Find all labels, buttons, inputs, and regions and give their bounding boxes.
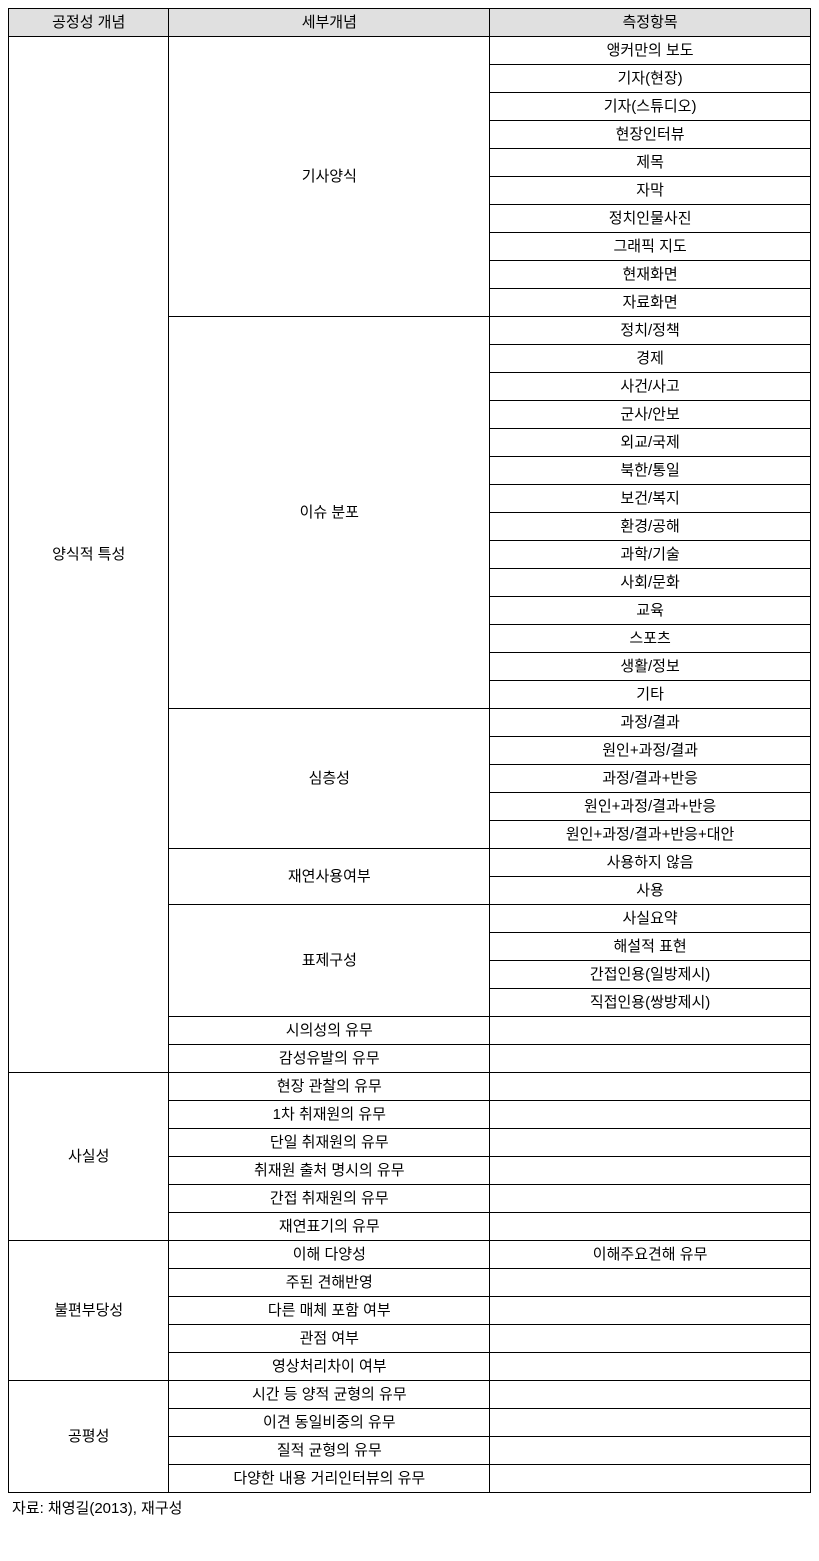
cell-item: 환경/공해 bbox=[490, 513, 811, 541]
cell-item: 자막 bbox=[490, 177, 811, 205]
cell-sub: 이해 다양성 bbox=[169, 1241, 490, 1269]
cell-item: 생활/정보 bbox=[490, 653, 811, 681]
cell-item: 앵커만의 보도 bbox=[490, 37, 811, 65]
cell-item: 기자(현장) bbox=[490, 65, 811, 93]
cell-item: 그래픽 지도 bbox=[490, 233, 811, 261]
cell-item: 보건/복지 bbox=[490, 485, 811, 513]
cell-item: 경제 bbox=[490, 345, 811, 373]
cell-emotion-label: 감성유발의 유무 bbox=[169, 1045, 490, 1073]
cell-item: 정치인물사진 bbox=[490, 205, 811, 233]
cell-empty bbox=[490, 1073, 811, 1101]
cell-item: 사용 bbox=[490, 877, 811, 905]
fairness-criteria-table: 공정성 개념 세부개념 측정항목 양식적 특성 기사양식 앵커만의 보도 기자(… bbox=[8, 8, 811, 1493]
table-header-row: 공정성 개념 세부개념 측정항목 bbox=[9, 9, 811, 37]
cell-empty bbox=[490, 1017, 811, 1045]
cell-item: 사건/사고 bbox=[490, 373, 811, 401]
cell-item: 해설적 표현 bbox=[490, 933, 811, 961]
cell-sub: 간접 취재원의 유무 bbox=[169, 1185, 490, 1213]
cell-item: 과학/기술 bbox=[490, 541, 811, 569]
cell-item: 원인+과정/결과+반응+대안 bbox=[490, 821, 811, 849]
cell-sub: 다양한 내용 거리인터뷰의 유무 bbox=[169, 1465, 490, 1493]
cell-sub: 단일 취재원의 유무 bbox=[169, 1129, 490, 1157]
cell-sub: 다른 매체 포함 여부 bbox=[169, 1297, 490, 1325]
cell-item: 원인+과정/결과 bbox=[490, 737, 811, 765]
cell-empty bbox=[490, 1101, 811, 1129]
cell-sub: 관점 여부 bbox=[169, 1325, 490, 1353]
cell-sub: 취재원 출처 명시의 유무 bbox=[169, 1157, 490, 1185]
cell-empty bbox=[490, 1437, 811, 1465]
cell-empty bbox=[490, 1129, 811, 1157]
cell-empty bbox=[490, 1465, 811, 1493]
source-note: 자료: 채영길(2013), 재구성 bbox=[8, 1493, 811, 1518]
cell-empty bbox=[490, 1409, 811, 1437]
cell-sub: 1차 취재원의 유무 bbox=[169, 1101, 490, 1129]
cell-sub: 질적 균형의 유무 bbox=[169, 1437, 490, 1465]
header-col3: 측정항목 bbox=[490, 9, 811, 37]
cell-empty bbox=[490, 1185, 811, 1213]
cell-sub: 시간 등 양적 균형의 유무 bbox=[169, 1381, 490, 1409]
cell-sub: 영상처리차이 여부 bbox=[169, 1353, 490, 1381]
cell-item: 과정/결과 bbox=[490, 709, 811, 737]
cell-item: 기타 bbox=[490, 681, 811, 709]
cell-headline-label: 표제구성 bbox=[169, 905, 490, 1017]
cell-item: 사실요약 bbox=[490, 905, 811, 933]
cell-empty bbox=[490, 1297, 811, 1325]
cell-item: 외교/국제 bbox=[490, 429, 811, 457]
cell-sub: 현장 관찰의 유무 bbox=[169, 1073, 490, 1101]
cell-reenact-label: 재연사용여부 bbox=[169, 849, 490, 905]
cell-item: 교육 bbox=[490, 597, 811, 625]
cell-item: 직접인용(쌍방제시) bbox=[490, 989, 811, 1017]
cell-empty bbox=[490, 1045, 811, 1073]
cell-item: 제목 bbox=[490, 149, 811, 177]
cell-item: 이해주요견해 유무 bbox=[490, 1241, 811, 1269]
cell-item: 과정/결과+반응 bbox=[490, 765, 811, 793]
cell-empty bbox=[490, 1269, 811, 1297]
cell-item: 현재화면 bbox=[490, 261, 811, 289]
table-row: 공평성 시간 등 양적 균형의 유무 bbox=[9, 1381, 811, 1409]
cell-item: 스포츠 bbox=[490, 625, 811, 653]
table-row: 양식적 특성 기사양식 앵커만의 보도 bbox=[9, 37, 811, 65]
cell-factuality-label: 사실성 bbox=[9, 1073, 169, 1241]
cell-article-form-label: 기사양식 bbox=[169, 37, 490, 317]
header-col2: 세부개념 bbox=[169, 9, 490, 37]
table-row: 불편부당성 이해 다양성 이해주요견해 유무 bbox=[9, 1241, 811, 1269]
cell-item: 사용하지 않음 bbox=[490, 849, 811, 877]
cell-empty bbox=[490, 1381, 811, 1409]
cell-sub: 이견 동일비중의 유무 bbox=[169, 1409, 490, 1437]
cell-empty bbox=[490, 1157, 811, 1185]
cell-item: 사회/문화 bbox=[490, 569, 811, 597]
cell-formal-label: 양식적 특성 bbox=[9, 37, 169, 1073]
cell-issue-dist-label: 이슈 분포 bbox=[169, 317, 490, 709]
cell-empty bbox=[490, 1325, 811, 1353]
cell-fairness-label: 공평성 bbox=[9, 1381, 169, 1493]
cell-item: 정치/정책 bbox=[490, 317, 811, 345]
cell-item: 기자(스튜디오) bbox=[490, 93, 811, 121]
cell-item: 원인+과정/결과+반응 bbox=[490, 793, 811, 821]
cell-depth-label: 심층성 bbox=[169, 709, 490, 849]
cell-empty bbox=[490, 1353, 811, 1381]
cell-sub: 주된 견해반영 bbox=[169, 1269, 490, 1297]
cell-impartiality-label: 불편부당성 bbox=[9, 1241, 169, 1381]
header-col1: 공정성 개념 bbox=[9, 9, 169, 37]
cell-timeliness-label: 시의성의 유무 bbox=[169, 1017, 490, 1045]
cell-item: 북한/통일 bbox=[490, 457, 811, 485]
table-row: 사실성 현장 관찰의 유무 bbox=[9, 1073, 811, 1101]
cell-empty bbox=[490, 1213, 811, 1241]
cell-sub: 재연표기의 유무 bbox=[169, 1213, 490, 1241]
cell-item: 자료화면 bbox=[490, 289, 811, 317]
cell-item: 현장인터뷰 bbox=[490, 121, 811, 149]
cell-item: 군사/안보 bbox=[490, 401, 811, 429]
cell-item: 간접인용(일방제시) bbox=[490, 961, 811, 989]
